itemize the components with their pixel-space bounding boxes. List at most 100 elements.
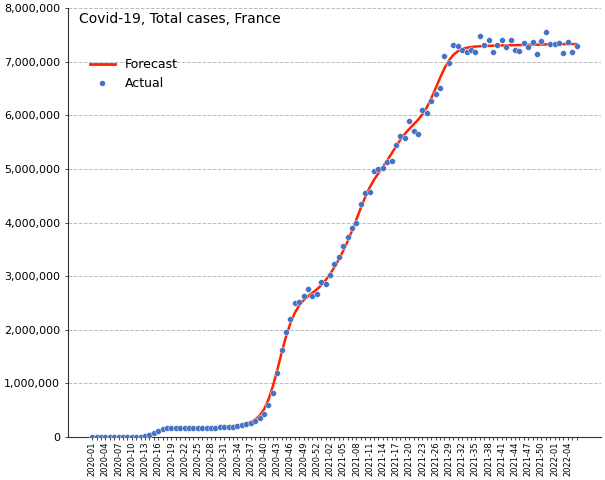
Actual (409, 128, 419, 135)
Actual (497, 36, 506, 44)
Actual (541, 28, 551, 36)
Actual (184, 424, 194, 432)
Actual (136, 433, 145, 441)
Actual (180, 424, 189, 432)
Actual (572, 42, 581, 50)
Actual (514, 48, 524, 55)
Actual (343, 233, 353, 241)
Actual (255, 415, 264, 422)
Actual (391, 141, 401, 149)
Actual (171, 424, 181, 432)
Actual (175, 424, 185, 432)
Actual (330, 261, 339, 268)
Actual (312, 290, 322, 298)
Actual (356, 200, 365, 208)
Actual (396, 132, 405, 140)
Actual (202, 424, 212, 432)
Actual (373, 165, 383, 173)
Actual (361, 189, 370, 197)
Actual (100, 433, 110, 441)
Actual (241, 420, 251, 428)
Forecast (269, 384, 276, 390)
Actual (118, 433, 128, 441)
Actual (466, 47, 476, 54)
Line: Forecast: Forecast (92, 44, 577, 437)
Actual (162, 424, 172, 432)
Forecast (573, 41, 580, 47)
Forecast (555, 41, 563, 47)
Actual (303, 285, 313, 293)
Actual (506, 36, 515, 44)
Actual (471, 48, 480, 56)
Actual (246, 419, 255, 427)
Actual (154, 427, 163, 435)
Actual (510, 47, 520, 54)
Actual (281, 328, 291, 336)
Actual (404, 117, 414, 125)
Actual (110, 433, 119, 441)
Actual (492, 41, 502, 48)
Actual (440, 52, 450, 60)
Forecast (370, 177, 378, 183)
Actual (365, 188, 374, 195)
Actual (435, 84, 445, 92)
Actual (224, 423, 234, 431)
Actual (294, 299, 304, 306)
Actual (158, 425, 168, 433)
Actual (233, 422, 243, 430)
Actual (259, 410, 269, 418)
Actual (220, 423, 229, 431)
Actual (286, 315, 295, 323)
Actual (250, 417, 260, 424)
Actual (123, 433, 132, 441)
Actual (105, 433, 114, 441)
Actual (131, 433, 141, 441)
Actual (483, 36, 493, 44)
Actual (431, 91, 440, 98)
Actual (563, 38, 573, 46)
Actual (299, 293, 309, 300)
Actual (193, 424, 203, 432)
Actual (532, 50, 542, 58)
Actual (462, 48, 471, 56)
Actual (567, 48, 577, 56)
Actual (87, 433, 97, 441)
Actual (523, 43, 533, 50)
Actual (475, 33, 485, 40)
Actual (92, 433, 102, 441)
Actual (369, 167, 379, 175)
Actual (422, 109, 432, 117)
Actual (114, 433, 123, 441)
Actual (378, 164, 388, 171)
Actual (228, 423, 238, 431)
Actual (352, 219, 361, 227)
Actual (325, 271, 335, 279)
Actual (457, 46, 467, 53)
Actual (537, 37, 546, 45)
Forecast (198, 425, 206, 431)
Actual (528, 38, 537, 46)
Actual (479, 41, 489, 49)
Actual (413, 130, 423, 138)
Actual (453, 42, 463, 50)
Actual (145, 432, 154, 439)
Forecast (212, 425, 219, 431)
Actual (215, 423, 224, 431)
Actual (276, 347, 286, 354)
Actual (427, 97, 436, 105)
Actual (338, 242, 348, 250)
Actual (206, 424, 216, 432)
Actual (382, 158, 392, 166)
Actual (550, 40, 560, 48)
Actual (488, 48, 498, 56)
Actual (127, 433, 137, 441)
Actual (290, 300, 299, 307)
Legend: Forecast, Actual: Forecast, Actual (85, 53, 183, 95)
Actual (502, 43, 511, 51)
Actual (316, 278, 326, 286)
Actual (448, 41, 458, 49)
Actual (197, 424, 207, 432)
Actual (96, 433, 106, 441)
Text: Covid-19, Total cases, France: Covid-19, Total cases, France (79, 12, 280, 26)
Actual (268, 389, 278, 397)
